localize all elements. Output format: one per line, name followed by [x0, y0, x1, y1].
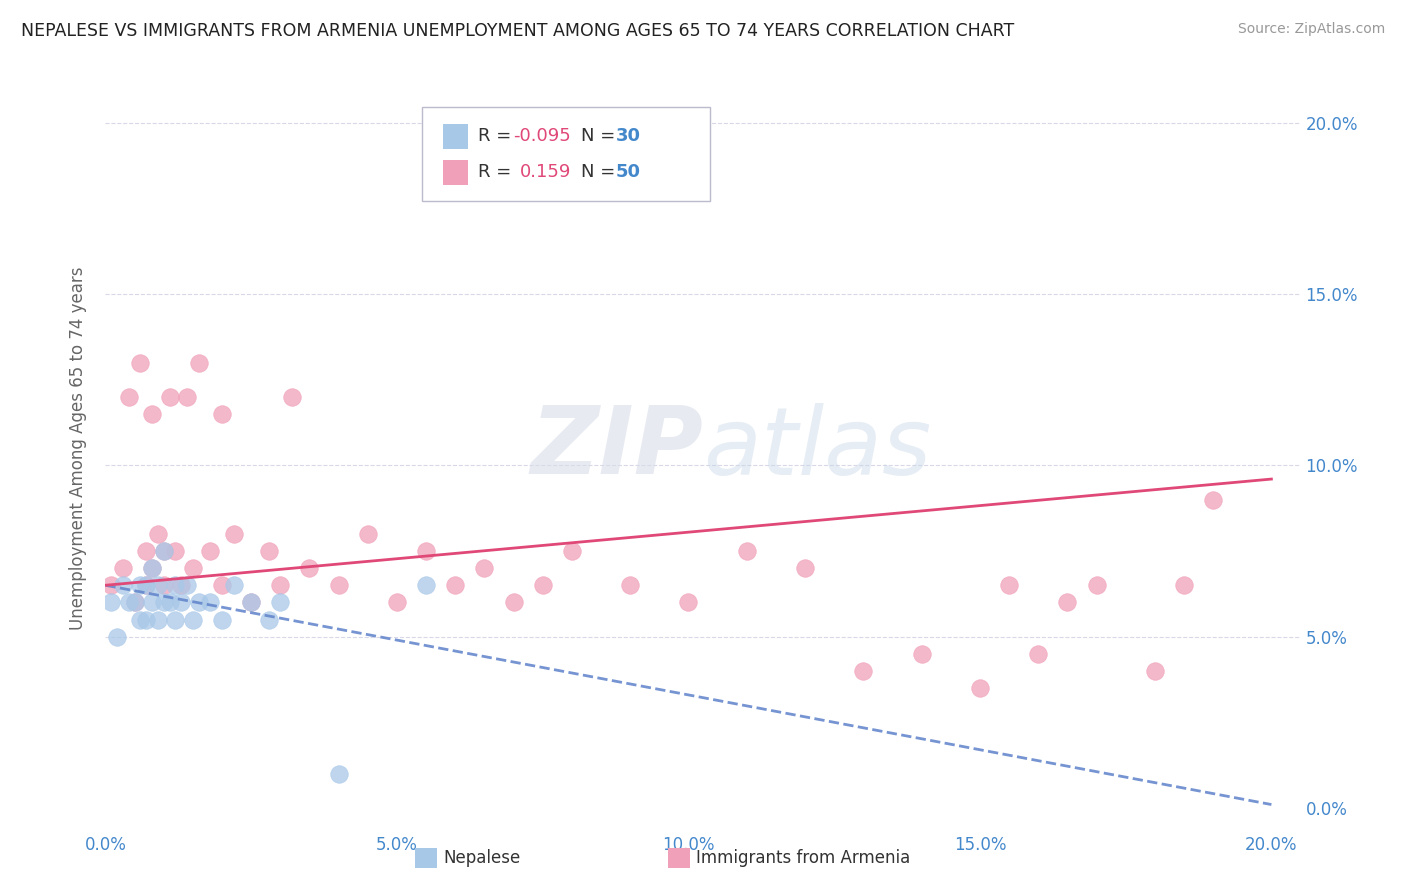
Point — [100, 595, 122, 609]
Point — [794, 561, 817, 575]
Text: Source: ZipAtlas.com: Source: ZipAtlas.com — [1237, 22, 1385, 37]
Point — [146, 527, 169, 541]
Point — [176, 390, 198, 404]
Point — [735, 544, 758, 558]
Text: R =: R = — [478, 163, 517, 181]
Point — [135, 613, 157, 627]
Point — [211, 613, 233, 627]
Point — [385, 595, 408, 609]
Text: 50: 50 — [616, 163, 641, 181]
Text: NEPALESE VS IMMIGRANTS FROM ARMENIA UNEMPLOYMENT AMONG AGES 65 TO 74 YEARS CORRE: NEPALESE VS IMMIGRANTS FROM ARMENIA UNEM… — [21, 22, 1014, 40]
Point — [135, 578, 157, 592]
Point — [1085, 578, 1108, 592]
Point — [269, 578, 291, 592]
Point — [141, 595, 163, 609]
Point — [561, 544, 583, 558]
Point — [181, 561, 204, 575]
Text: -0.095: -0.095 — [513, 128, 571, 145]
Point — [129, 613, 152, 627]
Point — [619, 578, 641, 592]
Point — [531, 578, 554, 592]
Text: N =: N = — [581, 163, 620, 181]
Point — [118, 595, 141, 609]
Point — [187, 355, 209, 369]
Point — [328, 766, 350, 780]
Point — [415, 544, 437, 558]
Text: Immigrants from Armenia: Immigrants from Armenia — [696, 849, 910, 867]
Point — [257, 544, 280, 558]
Point — [170, 595, 193, 609]
Point — [124, 595, 146, 609]
Point — [1026, 647, 1049, 661]
Point — [181, 613, 204, 627]
Point — [357, 527, 380, 541]
Point — [165, 613, 187, 627]
Point — [211, 578, 233, 592]
Point — [502, 595, 524, 609]
Text: atlas: atlas — [703, 402, 931, 494]
Point — [1202, 492, 1225, 507]
Point — [257, 613, 280, 627]
Point — [135, 578, 157, 592]
Point — [105, 630, 128, 644]
Point — [200, 595, 222, 609]
Text: R =: R = — [478, 128, 517, 145]
Point — [998, 578, 1021, 592]
Point — [240, 595, 263, 609]
Point — [135, 544, 157, 558]
Point — [678, 595, 700, 609]
Text: 30: 30 — [616, 128, 641, 145]
Point — [159, 390, 181, 404]
Point — [100, 578, 122, 592]
Point — [141, 561, 163, 575]
Point — [165, 578, 187, 592]
Point — [240, 595, 263, 609]
Point — [111, 561, 134, 575]
Text: Nepalese: Nepalese — [443, 849, 520, 867]
Y-axis label: Unemployment Among Ages 65 to 74 years: Unemployment Among Ages 65 to 74 years — [69, 267, 87, 630]
Point — [281, 390, 304, 404]
Point — [152, 544, 174, 558]
Point — [474, 561, 496, 575]
Point — [1056, 595, 1078, 609]
Point — [1143, 664, 1166, 678]
Point — [176, 578, 198, 592]
Point — [170, 578, 193, 592]
Point — [200, 544, 222, 558]
Point — [910, 647, 932, 661]
Point — [444, 578, 467, 592]
Point — [159, 595, 181, 609]
Point — [211, 407, 233, 421]
Point — [111, 578, 134, 592]
Point — [152, 544, 174, 558]
Point — [1173, 578, 1195, 592]
Point — [124, 595, 146, 609]
Point — [152, 595, 174, 609]
Point — [328, 578, 350, 592]
Point — [146, 613, 169, 627]
Point — [129, 578, 152, 592]
Text: N =: N = — [581, 128, 620, 145]
Point — [141, 561, 163, 575]
Point — [269, 595, 291, 609]
Point — [165, 544, 187, 558]
Point — [152, 578, 174, 592]
Point — [852, 664, 875, 678]
Point — [969, 681, 991, 695]
Point — [146, 578, 169, 592]
Point — [187, 595, 209, 609]
Text: 0.159: 0.159 — [520, 163, 572, 181]
Point — [222, 527, 245, 541]
Point — [415, 578, 437, 592]
Point — [129, 355, 152, 369]
Point — [141, 407, 163, 421]
Point — [222, 578, 245, 592]
Point — [118, 390, 141, 404]
Text: ZIP: ZIP — [530, 402, 703, 494]
Point — [298, 561, 321, 575]
